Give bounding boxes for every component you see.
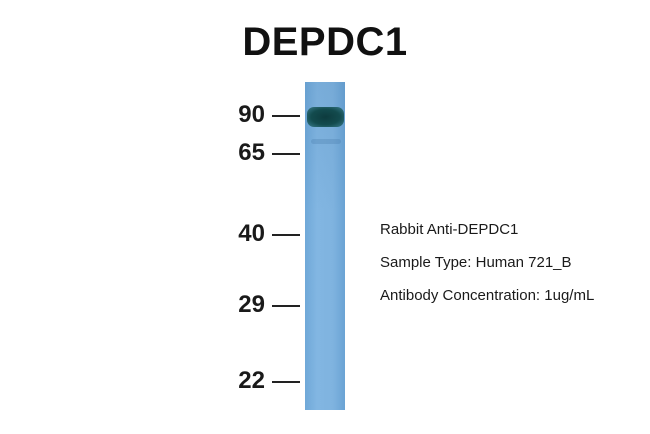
lane-shading xyxy=(305,82,345,410)
marker-tick-22 xyxy=(272,381,300,383)
marker-tick-40 xyxy=(272,234,300,236)
blot-lane xyxy=(305,82,345,410)
marker-tick-29 xyxy=(272,305,300,307)
marker-label-29: 29 xyxy=(238,291,265,318)
concentration-label: Antibody Concentration: 1ug/mL xyxy=(380,287,595,304)
marker-label-65: 65 xyxy=(238,139,265,166)
marker-label-90: 90 xyxy=(238,101,265,128)
marker-tick-65 xyxy=(272,153,300,155)
marker-tick-90 xyxy=(272,115,300,117)
blot-title: DEPDC1 xyxy=(242,20,408,64)
antibody-label: Rabbit Anti-DEPDC1 xyxy=(380,221,519,238)
faint-band xyxy=(311,139,341,144)
marker-label-22: 22 xyxy=(238,367,265,394)
protein-band xyxy=(307,107,344,127)
sample-type-label: Sample Type: Human 721_B xyxy=(380,254,572,271)
marker-label-40: 40 xyxy=(238,220,265,247)
